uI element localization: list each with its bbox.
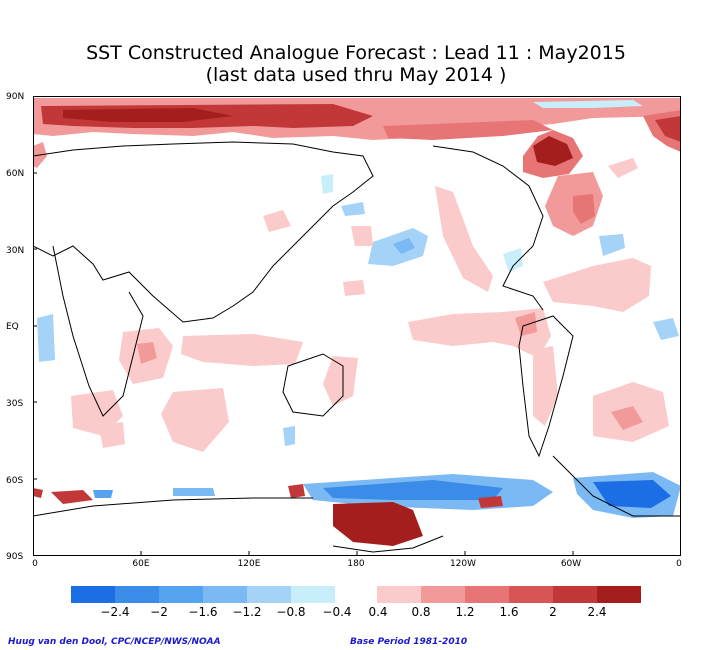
coastlines [33, 141, 681, 553]
cbar-swatch-neg-5 [247, 586, 291, 603]
cbar-label: 1.6 [499, 605, 519, 619]
cbar-label: 2 [549, 605, 557, 619]
lat-label-30n: 30N [6, 246, 25, 256]
cbar-label: −1.6 [188, 605, 218, 619]
cbar-label: −0.4 [322, 605, 352, 619]
north-pacific-cool-anomaly [321, 174, 523, 272]
cbar-label: −1.2 [232, 605, 262, 619]
cbar-swatch-neg-6 [291, 586, 335, 603]
lon-label-180: 180 [347, 559, 365, 569]
cbar-swatch-pos-4 [509, 586, 553, 603]
lon-label-0-east: 0 [676, 559, 682, 569]
lon-label-120w: 120W [449, 559, 477, 569]
cbar-label: 0.4 [368, 605, 388, 619]
negative-color-bar [71, 586, 335, 603]
lat-label-30s: 30S [6, 399, 24, 409]
credit-text: Huug van den Dool, CPC/NCEP/NWS/NOAA [8, 637, 221, 647]
north-atlantic-warm-anomaly [523, 130, 638, 256]
lon-label-60e: 60E [132, 559, 150, 569]
cbar-swatch-pos-5 [553, 586, 597, 603]
southern-ocean-anomaly [33, 472, 681, 546]
cbar-swatch-neg-2 [115, 586, 159, 603]
sst-anomaly-map [33, 96, 681, 556]
lat-label-eq: EQ [6, 322, 19, 332]
cbar-swatch-pos-3 [465, 586, 509, 603]
axis-ticks [33, 172, 574, 556]
positive-color-bar [377, 586, 641, 603]
cbar-swatch-pos-2 [421, 586, 465, 603]
lon-label-0: 0 [32, 559, 38, 569]
indian-ocean-warm-anomaly [37, 314, 303, 452]
lat-label-60n: 60N [6, 169, 25, 179]
cbar-swatch-neg-3 [159, 586, 203, 603]
cbar-label: 2.4 [587, 605, 607, 619]
cbar-swatch-neg-1 [71, 586, 115, 603]
lat-label-90n: 90N [6, 92, 25, 102]
cbar-label: −2.4 [100, 605, 130, 619]
atlantic-warm-anomaly [533, 258, 679, 442]
cbar-label: −2 [150, 605, 168, 619]
arctic-warm-anomaly [33, 98, 681, 168]
cbar-label: 0.8 [411, 605, 431, 619]
map-title: SST Constructed Analogue Forecast : Lead… [86, 42, 626, 64]
lat-label-60s: 60S [6, 476, 24, 486]
cbar-label: 1.2 [455, 605, 475, 619]
map-subtitle: (last data used thru May 2014 ) [205, 64, 507, 86]
cbar-swatch-pos-1 [377, 586, 421, 603]
lon-label-60w: 60W [560, 559, 582, 569]
pacific-warm-anomaly [263, 186, 551, 406]
base-period-text: Base Period 1981-2010 [350, 637, 468, 647]
lon-label-120e: 120E [237, 559, 261, 569]
cbar-swatch-neg-4 [203, 586, 247, 603]
cbar-label: −0.8 [276, 605, 306, 619]
cbar-swatch-pos-6 [597, 586, 641, 603]
lat-label-90s: 90S [6, 552, 24, 562]
